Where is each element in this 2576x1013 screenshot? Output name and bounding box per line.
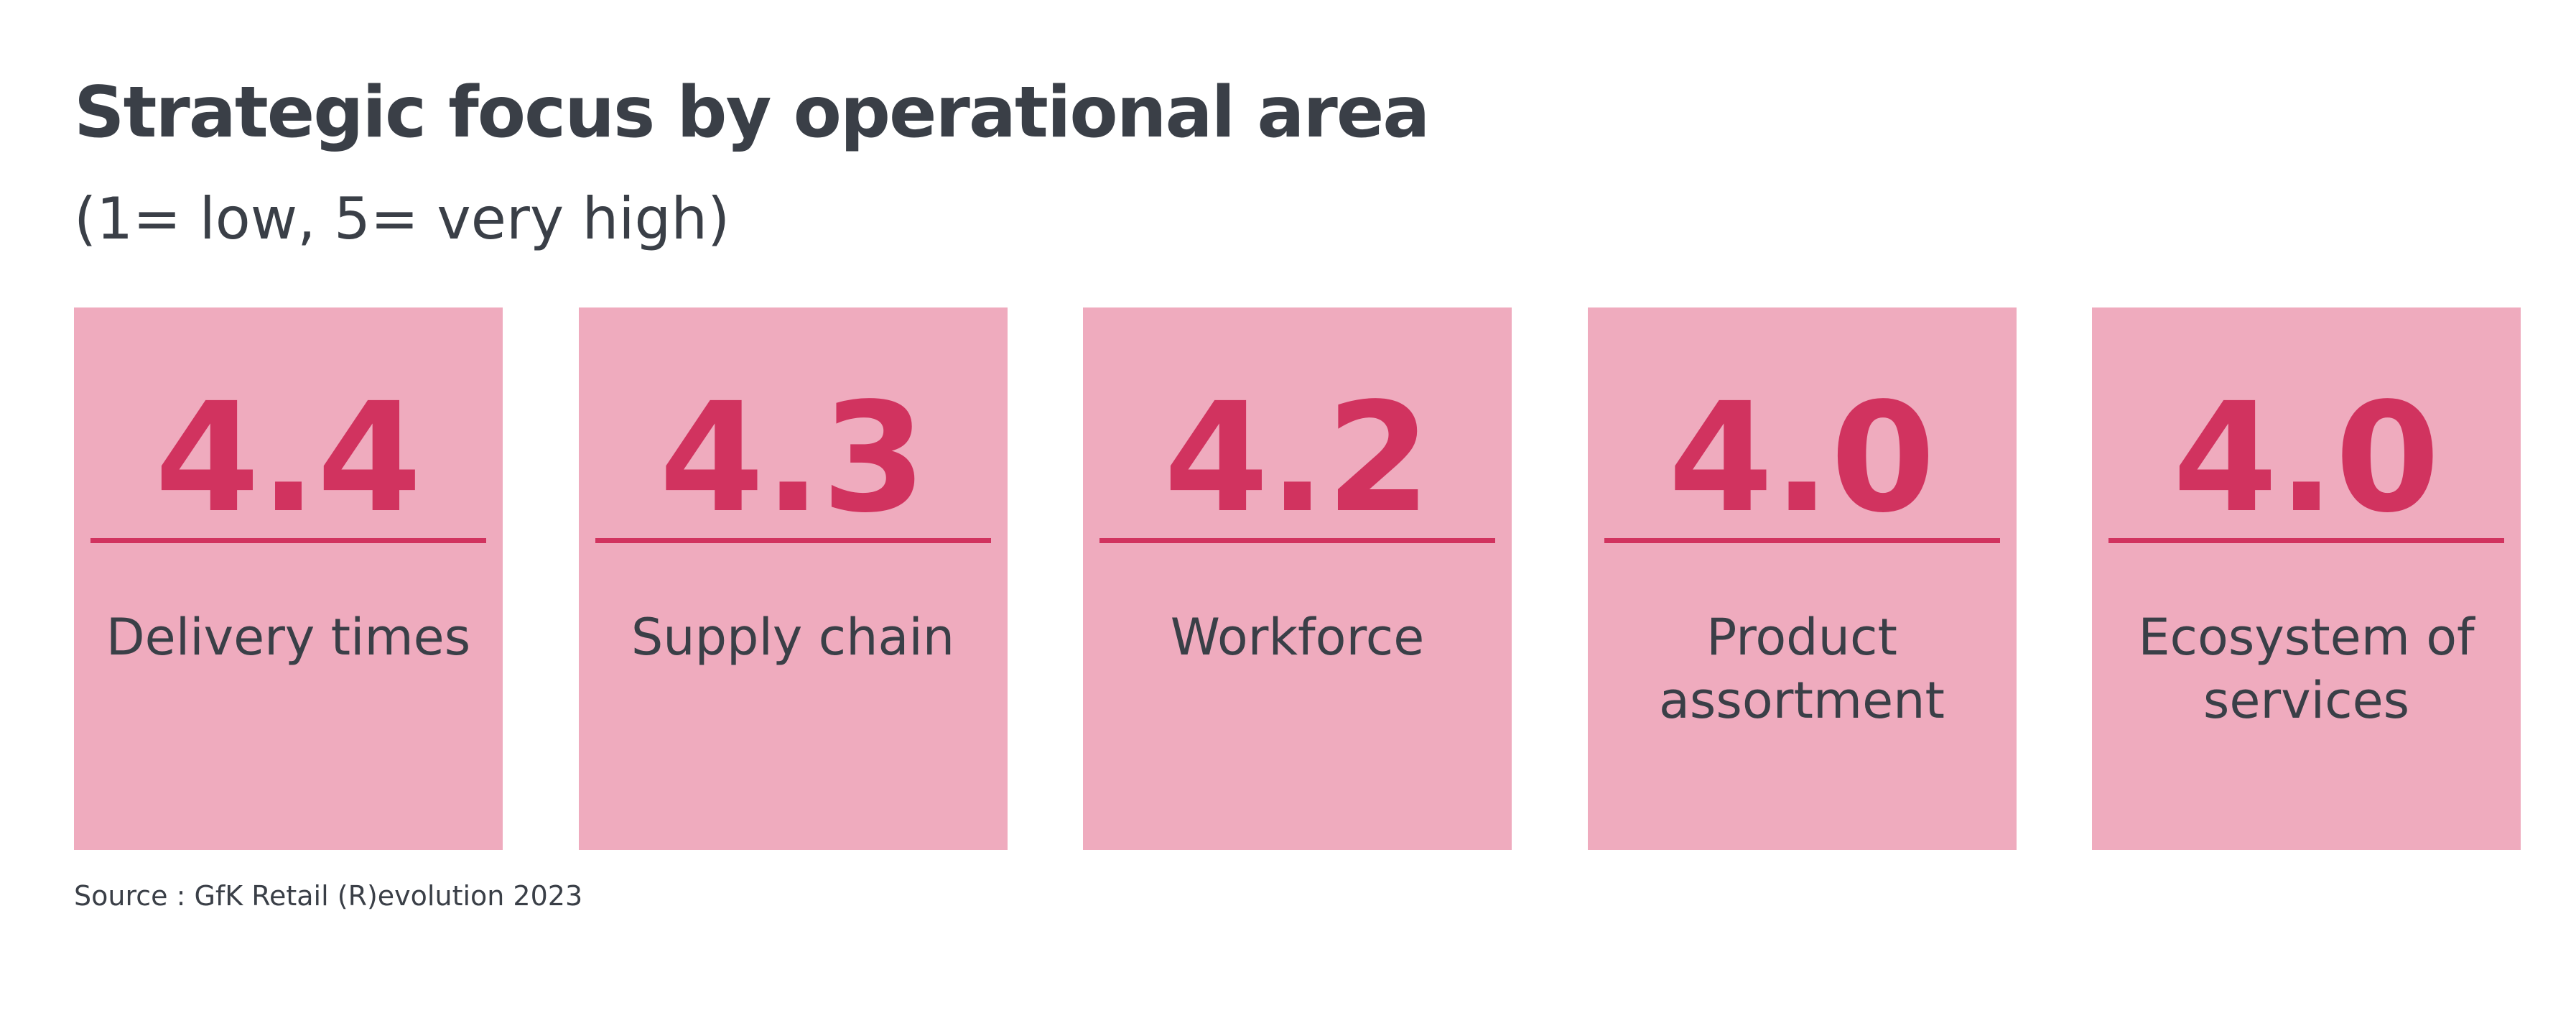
divider [90,538,486,543]
card: 4.3 Supply chain [578,307,1008,850]
card: 4.4 Delivery times [74,307,503,850]
title: Strategic focus by operational area [74,72,1430,154]
divider [595,538,991,543]
card-row: 4.4 Delivery times 4.3 Supply chain 4.2 Workf… [74,307,2521,852]
card-value: 4.0 [1668,370,1935,546]
card: 4.0 Product assortment [1587,307,2017,850]
card-value: 4.3 [659,370,926,546]
source-note: Source : GfK Retail (R)evolution 2023 [74,880,583,912]
card-value: 4.2 [1163,370,1431,546]
card-label: Delivery times [106,608,471,667]
divider [1604,538,2000,543]
divider [2108,538,2504,543]
card-label: Workforce [1170,608,1425,667]
card-value: 4.0 [2172,370,2440,546]
card-label: Supply chain [631,608,955,667]
card-label: Ecosystem of services [2138,608,2475,730]
card: 4.0 Ecosystem of services [2092,307,2521,850]
card: 4.2 Workforce [1083,307,1512,850]
card-value: 4.4 [154,370,422,546]
card-label: Product assortment [1659,608,1945,730]
divider [1099,538,1495,543]
subtitle: (1= low, 5= very high) [74,185,730,252]
